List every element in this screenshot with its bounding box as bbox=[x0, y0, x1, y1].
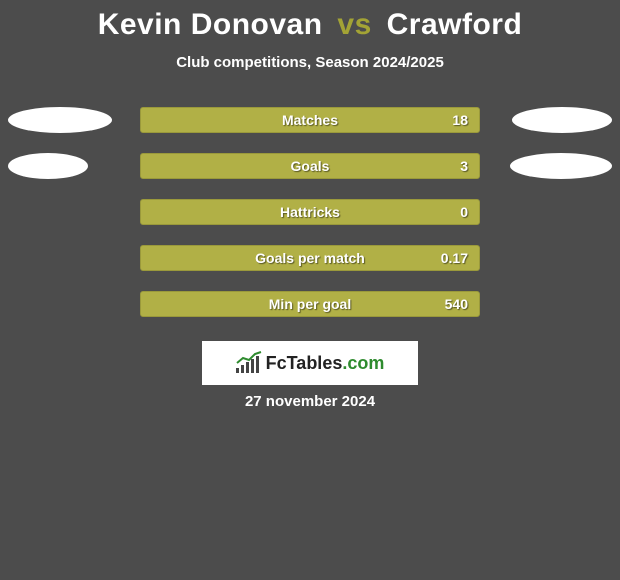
stat-value: 540 bbox=[445, 296, 468, 312]
stat-bar: Min per goal 540 bbox=[140, 291, 480, 317]
player1-name: Kevin Donovan bbox=[98, 8, 323, 41]
stat-label: Goals bbox=[291, 158, 330, 174]
logo-text: FcTables.com bbox=[266, 353, 385, 374]
stat-row: Hattricks 0 bbox=[0, 189, 620, 235]
player2-name: Crawford bbox=[387, 8, 523, 41]
stat-value: 0 bbox=[460, 204, 468, 220]
vs-text: vs bbox=[337, 8, 371, 41]
stat-label: Hattricks bbox=[280, 204, 340, 220]
right-ellipse bbox=[512, 107, 612, 133]
logo-box: FcTables.com bbox=[202, 341, 418, 385]
stat-label: Matches bbox=[282, 112, 338, 128]
date-text: 27 november 2024 bbox=[0, 393, 620, 410]
left-ellipse bbox=[8, 153, 88, 179]
stat-bar: Goals per match 0.17 bbox=[140, 245, 480, 271]
stat-label: Goals per match bbox=[255, 250, 365, 266]
stat-label: Min per goal bbox=[269, 296, 351, 312]
stat-row: Min per goal 540 bbox=[0, 281, 620, 327]
logo-chart-icon bbox=[236, 353, 262, 373]
right-ellipse bbox=[510, 153, 612, 179]
logo-name: FcTables bbox=[266, 353, 343, 373]
infographic-container: Kevin Donovan vs Crawford Club competiti… bbox=[0, 0, 620, 410]
page-title: Kevin Donovan vs Crawford bbox=[0, 8, 620, 42]
stat-row: Matches 18 bbox=[0, 97, 620, 143]
stat-row: Goals per match 0.17 bbox=[0, 235, 620, 281]
stat-bar: Hattricks 0 bbox=[140, 199, 480, 225]
stat-bar: Matches 18 bbox=[140, 107, 480, 133]
subtitle: Club competitions, Season 2024/2025 bbox=[0, 54, 620, 71]
stat-value: 3 bbox=[460, 158, 468, 174]
left-ellipse bbox=[8, 107, 112, 133]
stat-value: 18 bbox=[452, 112, 468, 128]
logo-suffix: .com bbox=[342, 353, 384, 373]
stat-value: 0.17 bbox=[441, 250, 468, 266]
stat-row: Goals 3 bbox=[0, 143, 620, 189]
stats-rows: Matches 18 Goals 3 Hattricks 0 Goals per match… bbox=[0, 97, 620, 327]
stat-bar: Goals 3 bbox=[140, 153, 480, 179]
